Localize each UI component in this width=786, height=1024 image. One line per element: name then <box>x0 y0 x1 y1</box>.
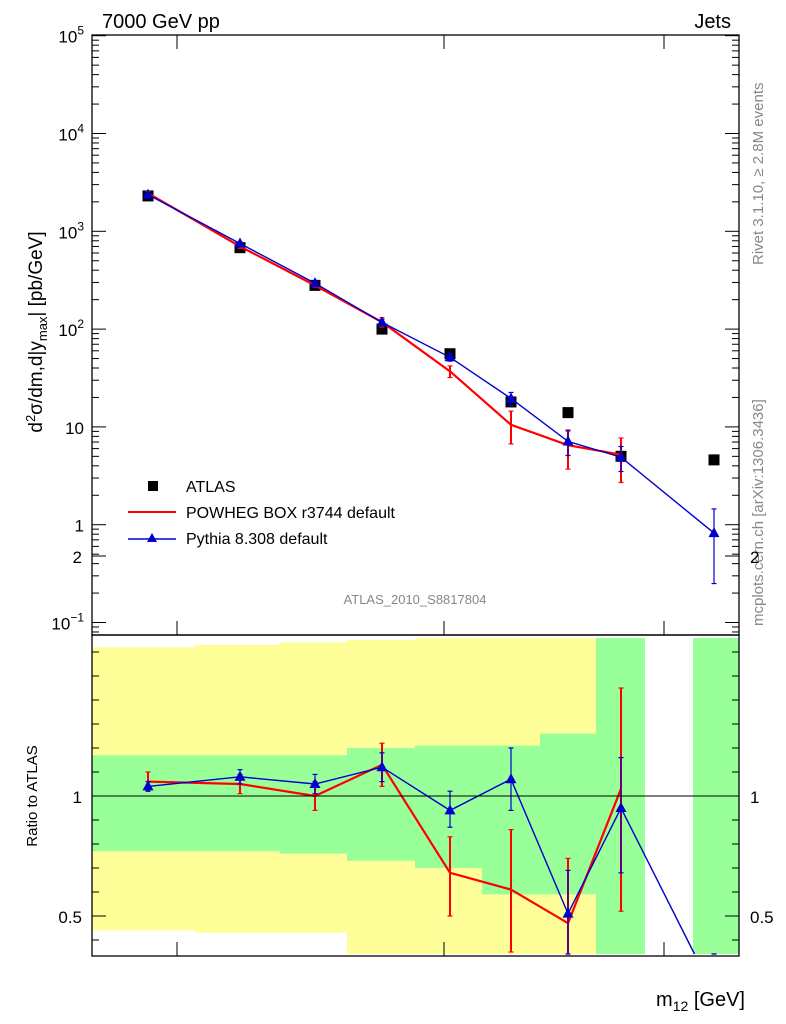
ratio-point <box>376 761 388 772</box>
y-tick-label: 10−1 <box>51 611 84 634</box>
main-line <box>147 192 622 456</box>
main-point <box>234 237 246 248</box>
ratio-tick-label-left: 2 <box>73 548 82 567</box>
y-tick-label: 104 <box>58 122 84 145</box>
ratio-point <box>562 907 574 918</box>
header-left: 7000 GeV pp <box>102 11 220 33</box>
legend-powheg-label: POWHEG BOX r3744 default <box>186 505 396 522</box>
band-inner <box>195 755 280 852</box>
header-right: Jets <box>694 11 731 33</box>
y-tick-label: 1 <box>75 517 84 536</box>
data-point <box>708 454 720 466</box>
main-point <box>376 316 388 327</box>
main-point <box>615 451 627 462</box>
main-point <box>309 277 321 288</box>
y-tick-label: 103 <box>58 219 84 242</box>
main-series <box>142 188 720 585</box>
legend: ATLAS POWHEG BOX r3744 default Pythia 8.… <box>128 479 396 548</box>
main-point <box>708 527 720 538</box>
ratio-tick-label-right: 1 <box>750 788 759 807</box>
ratio-point <box>142 780 154 791</box>
ratio-tick-label-left: 0.5 <box>58 908 82 927</box>
y-tick-label: 102 <box>58 317 84 340</box>
band-inner <box>92 755 195 852</box>
ratio-y-ticks: 0.5 0.5 1 1 2 2 <box>58 548 774 941</box>
ratio-tick-label-left: 1 <box>73 788 82 807</box>
legend-atlas-marker <box>148 481 158 491</box>
band-inner <box>280 755 347 854</box>
y-tick-label: 105 <box>58 24 84 47</box>
main-y-ticks: 10−1 1 10 102 103 104 105 <box>51 24 739 634</box>
ratio-point <box>444 804 456 815</box>
main-point <box>142 188 154 199</box>
ratio-point <box>309 778 321 788</box>
ratio-point <box>234 770 246 781</box>
ratio-tick-label-right: 0.5 <box>750 908 774 927</box>
data-point <box>562 407 574 419</box>
ratio-line <box>147 763 623 925</box>
y-axis-label-main: d2σ/dm,d|ymax| [pb/GeV] <box>23 231 50 432</box>
ratio-series <box>142 687 717 955</box>
legend-atlas-label: ATLAS <box>186 479 236 496</box>
main-point <box>562 435 574 446</box>
rivet-version-label: Rivet 3.1.10, ≥ 2.8M events <box>750 83 767 266</box>
y-tick-label: 10 <box>65 419 84 438</box>
main-point <box>444 351 456 362</box>
ratio-point <box>615 802 627 812</box>
ratio-tick-label-right: 2 <box>750 548 759 567</box>
legend-pythia-label: Pythia 8.308 default <box>186 531 328 548</box>
main-point <box>505 392 517 403</box>
ratio-point <box>505 773 517 784</box>
y-axis-label-ratio: Ratio to ATLAS <box>24 745 41 846</box>
data-point <box>376 323 388 335</box>
x-axis-ticks <box>176 35 665 956</box>
analysis-id-label: ATLAS_2010_S8817804 <box>344 592 487 607</box>
x-axis-label: m12 [GeV] <box>656 989 745 1014</box>
legend-pythia-marker <box>147 533 157 542</box>
mcplots-label: mcplots.cern.ch [arXiv:1306.3436] <box>750 399 767 626</box>
band-inner <box>415 745 482 868</box>
